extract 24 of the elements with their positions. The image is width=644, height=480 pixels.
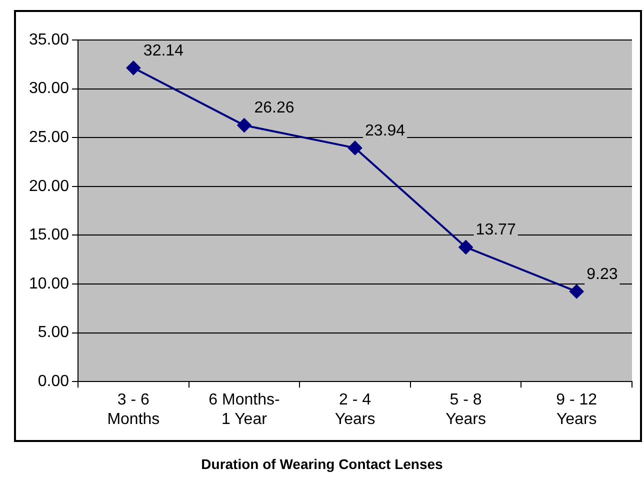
point: [348, 140, 362, 155]
y-tick-label: 10.00: [28, 275, 70, 292]
data-label: 32.14: [143, 42, 184, 60]
x-tick-label: 9 - 12 Years: [556, 392, 598, 428]
y-tick-label: 30.00: [28, 80, 70, 98]
point: [458, 240, 473, 254]
x-tick-label: 3 - 6 Months: [107, 392, 160, 428]
y-tick-label: 5.00: [38, 324, 70, 342]
data-label: 23.94: [365, 122, 406, 140]
x-axis-title: Duration of Wearing Contact Lenses: [200, 456, 444, 472]
x-tick-label: 5 - 8 Years: [446, 392, 486, 428]
y-tick-label: 20.00: [28, 178, 70, 195]
y-tick-label: 25.00: [28, 129, 70, 146]
y-tick-label: 0.00: [38, 373, 70, 390]
data-label: 13.77: [476, 222, 516, 239]
point: [570, 284, 584, 299]
data-label: 26.26: [254, 100, 294, 117]
point: [126, 60, 140, 75]
data-label: 9.23: [586, 266, 618, 283]
x-tick-label: 2 - 4 Years: [334, 392, 376, 428]
point: [237, 118, 252, 132]
x-tick-label: 6 Months- 1 Year: [208, 392, 280, 428]
y-tick-label: 15.00: [28, 226, 70, 244]
y-tick-label: 35.00: [28, 31, 70, 48]
